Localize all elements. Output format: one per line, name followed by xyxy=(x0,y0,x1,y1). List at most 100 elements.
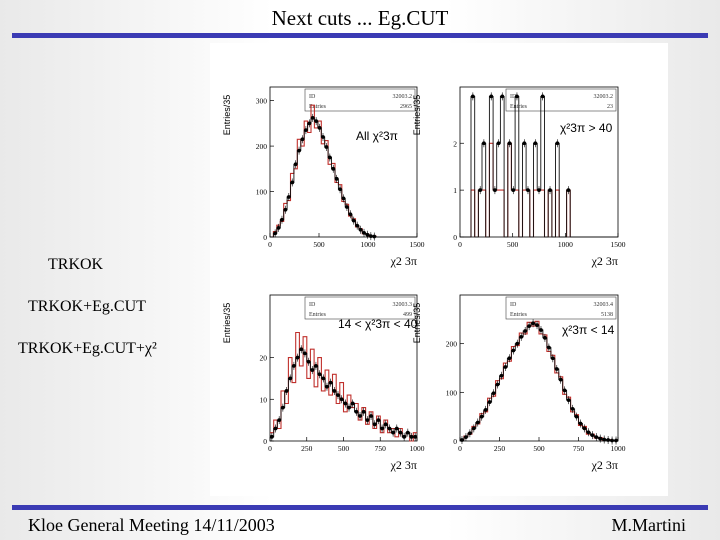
top-left-annotation: All χ²3π xyxy=(356,129,398,143)
bottom-right-ylabel: Entries/35 xyxy=(412,303,422,344)
bottom-left-ytick-label: 0 xyxy=(263,437,267,446)
bottom-left-point xyxy=(405,430,410,435)
bottom-right-point xyxy=(535,323,539,328)
top-left-point xyxy=(317,126,322,130)
bottom-right-point xyxy=(460,438,464,442)
bottom-left-point xyxy=(288,376,293,381)
top-left-point xyxy=(345,205,349,209)
top-left-point xyxy=(324,145,329,149)
bottom-right-stats-id-label: ID xyxy=(510,302,517,308)
bottom-right-point xyxy=(602,437,607,442)
bottom-right-point xyxy=(610,438,614,443)
top-right-xtick-label: 500 xyxy=(507,240,518,249)
bottom-right-point xyxy=(562,388,567,393)
top-right-xlabel: χ2 3π xyxy=(591,254,618,268)
bottom-right-point xyxy=(515,341,520,346)
top-left-point xyxy=(276,226,281,230)
bottom-right-point xyxy=(471,426,476,431)
bottom-left-ylabel: Entries/35 xyxy=(222,303,232,344)
top-left-frame xyxy=(269,86,418,238)
top-right-ytick-label: 0 xyxy=(453,233,457,242)
bottom-left-stats-entries-value: 499 xyxy=(403,312,412,318)
bottom-left-xtick-label: 500 xyxy=(338,444,350,453)
top-right-point xyxy=(540,94,545,99)
top-left-point xyxy=(321,135,325,139)
top-divider xyxy=(12,33,708,38)
bottom-left-point xyxy=(391,430,396,435)
bottom-left-point xyxy=(380,426,384,431)
bottom-right-point xyxy=(614,438,618,443)
bottom-left-point xyxy=(365,418,370,423)
bottom-right-point xyxy=(574,414,579,419)
bottom-right-xlabel: χ2 3π xyxy=(591,458,618,472)
bottom-left-point xyxy=(332,389,337,393)
top-left-point xyxy=(355,223,360,228)
bottom-right-point xyxy=(550,356,555,361)
bottom-right-point xyxy=(467,431,472,436)
top-right-point xyxy=(500,94,505,99)
top-left-point xyxy=(331,166,336,171)
bottom-right-point xyxy=(483,407,488,412)
top-right-stats-entries-value: 23 xyxy=(607,104,613,110)
top-right-point xyxy=(493,188,497,193)
bottom-left-point xyxy=(321,376,326,381)
bottom-left-xtick-label: 0 xyxy=(268,444,272,453)
bottom-right-point xyxy=(570,406,575,411)
top-right-frame xyxy=(459,86,619,238)
top-right-hist-black xyxy=(460,95,618,238)
top-left-point xyxy=(290,180,295,185)
bottom-right-point xyxy=(523,329,528,333)
bottom-right-point xyxy=(511,348,516,353)
top-left-point xyxy=(365,232,370,237)
top-left-hist-red xyxy=(270,104,417,238)
bottom-left-point xyxy=(369,414,373,418)
top-right-point xyxy=(522,141,527,146)
top-left-ytick-label: 300 xyxy=(256,97,268,106)
bottom-left-point xyxy=(299,347,304,352)
bottom-right-xtick-label: 250 xyxy=(494,444,506,453)
top-right-point xyxy=(555,141,560,146)
top-right-xtick-label: 0 xyxy=(458,240,462,249)
bottom-right-point xyxy=(531,321,535,326)
top-left-stats-entries-value: 2965 xyxy=(400,104,412,110)
bottom-left-point xyxy=(328,380,333,385)
bottom-left-point xyxy=(339,397,344,402)
top-right-point xyxy=(496,141,501,146)
bottom-left-stats-entries-label: Entries xyxy=(309,312,327,318)
bottom-right-stats-entries-value: 5138 xyxy=(601,312,613,318)
bottom-right-xtick-label: 500 xyxy=(533,444,545,453)
top-right-point xyxy=(537,188,541,193)
top-right-ytick-label: 2 xyxy=(453,139,457,148)
bottom-right-point xyxy=(487,400,492,404)
footer-author: M.Martini xyxy=(611,515,687,535)
top-left-xtick-label: 1500 xyxy=(410,240,425,249)
top-right-stats-box xyxy=(505,88,617,112)
bottom-left-point xyxy=(376,418,381,423)
bottom-left-point xyxy=(277,418,282,423)
top-right-stats-id-value: 32003.2 xyxy=(594,94,614,100)
top-right-point xyxy=(566,188,571,193)
bottom-left-annotation: 14 < χ²3π < 40 xyxy=(338,317,418,331)
top-left-point xyxy=(310,116,315,120)
label-trkok-egcut-chi2: TRKOK+Eg.CUT+χ² xyxy=(18,340,157,357)
footer-meeting: Kloe General Meeting 14/11/2003 xyxy=(28,515,275,535)
top-right-ytick-label: 1 xyxy=(453,186,457,195)
bottom-right-point xyxy=(527,324,532,329)
top-left-point xyxy=(297,148,301,153)
top-right-point xyxy=(489,94,494,99)
top-right-point xyxy=(470,94,475,99)
bottom-right-xtick-label: 750 xyxy=(573,444,585,453)
bottom-right-ytick-label: 200 xyxy=(446,340,458,349)
top-right-point xyxy=(533,141,538,146)
top-left-point xyxy=(368,234,373,238)
top-left-point xyxy=(283,207,288,212)
top-left-point xyxy=(307,121,312,126)
top-right-xtick-label: 1500 xyxy=(611,240,626,249)
top-left-point xyxy=(372,234,377,239)
top-right-annotation: χ²3π > 40 xyxy=(560,121,613,135)
top-left-point xyxy=(341,196,346,201)
bottom-left-point xyxy=(314,364,318,368)
bottom-right-hist-black xyxy=(460,322,618,441)
top-left-point xyxy=(358,227,363,232)
